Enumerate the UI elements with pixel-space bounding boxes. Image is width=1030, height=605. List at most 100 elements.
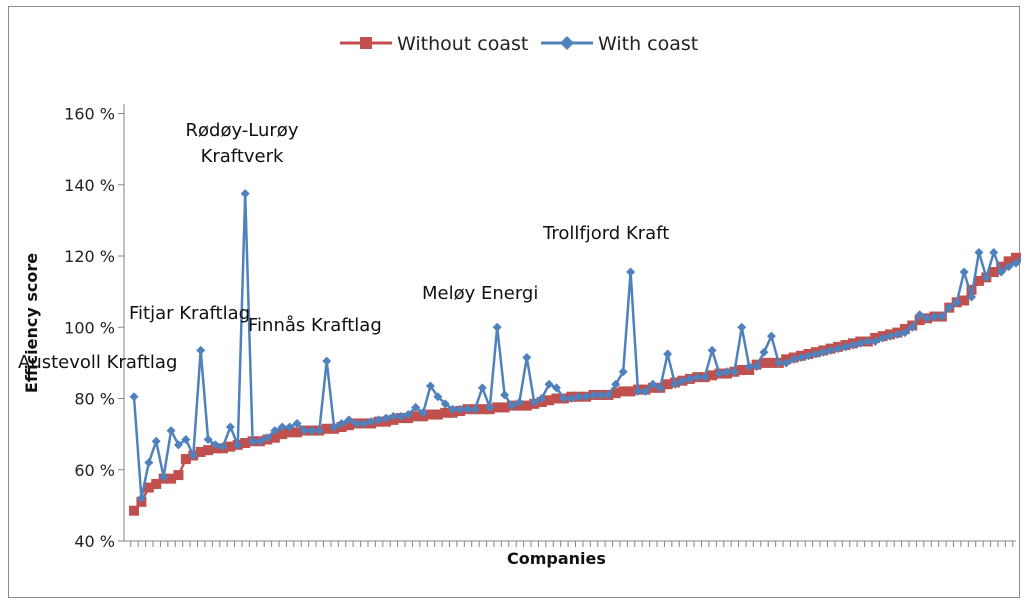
- legend-marker-with-coast: [560, 36, 574, 50]
- data-point: [774, 358, 784, 368]
- data-point: [863, 337, 873, 346]
- data-point: [566, 394, 576, 403]
- annotation-trollfjord-kraft: Trollfjord Kraft: [542, 223, 669, 244]
- data-point: [537, 394, 547, 403]
- data-point: [974, 247, 984, 257]
- data-point: [529, 397, 539, 407]
- data-point: [151, 479, 162, 489]
- data-point: [796, 353, 806, 363]
- data-point: [707, 345, 717, 355]
- data-point: [433, 392, 443, 402]
- data-point: [685, 374, 695, 384]
- data-point: [959, 295, 970, 306]
- data-point: [789, 354, 799, 364]
- data-point: [967, 292, 977, 302]
- data-point: [329, 422, 339, 432]
- data-point: [1004, 262, 1014, 272]
- data-point: [625, 386, 636, 397]
- data-point: [603, 390, 613, 400]
- data-point: [1011, 258, 1021, 268]
- data-point: [944, 303, 954, 313]
- data-point: [915, 310, 925, 320]
- data-point: [343, 420, 354, 431]
- line-chart: Without coast With coast 40 % 60 % 80 % 100…: [18, 33, 1021, 568]
- data-point: [521, 400, 532, 411]
- data-point: [811, 349, 821, 359]
- data-point: [203, 445, 214, 456]
- data-point: [388, 411, 398, 421]
- data-point: [374, 415, 384, 425]
- data-point: [166, 426, 176, 436]
- annotation-austevoll-kraftlag: Austevoll Kraftlag: [18, 352, 177, 373]
- data-point: [440, 399, 450, 409]
- data-point: [766, 331, 776, 341]
- data-point: [144, 458, 154, 468]
- data-point: [218, 442, 228, 452]
- data-point: [544, 395, 555, 406]
- data-point: [900, 328, 910, 338]
- data-point: [403, 410, 413, 420]
- data-point: [159, 472, 169, 482]
- data-point: [781, 358, 791, 368]
- data-point: [255, 436, 265, 446]
- data-point: [1003, 256, 1014, 267]
- data-point: [129, 505, 139, 516]
- y-tick-label: 120 %: [64, 247, 115, 266]
- data-point: [321, 423, 332, 434]
- chart-frame: Without coast With coast 40 % 60 % 80 % 100…: [8, 6, 1021, 598]
- data-point: [492, 322, 502, 332]
- data-point: [262, 433, 272, 443]
- series-line: [133, 256, 1017, 512]
- annotations: Austevoll Kraftlag Fitjar Kraftlag Rødøy…: [18, 120, 669, 373]
- data-point: [841, 342, 851, 352]
- data-point: [878, 333, 888, 343]
- data-point: [670, 379, 680, 389]
- series-without-coast: [129, 252, 1021, 516]
- x-ticks: [130, 541, 1014, 547]
- data-point: [626, 267, 636, 277]
- y-tick-label: 80 %: [74, 390, 115, 409]
- data-point: [181, 434, 191, 444]
- data-point: [892, 329, 902, 339]
- data-point: [381, 413, 391, 423]
- data-point: [233, 440, 243, 450]
- data-point: [366, 417, 376, 427]
- data-point: [988, 267, 999, 278]
- data-point: [973, 275, 984, 286]
- data-point: [188, 451, 198, 460]
- data-point: [470, 404, 480, 414]
- data-point: [463, 404, 473, 414]
- data-point: [269, 432, 280, 443]
- data-point: [914, 315, 925, 326]
- data-point: [292, 418, 302, 428]
- annotation-meloy-energi: Meløy Energi: [422, 283, 538, 304]
- data-point: [803, 351, 813, 361]
- data-point: [729, 367, 739, 377]
- data-point: [507, 401, 517, 411]
- series-with-coast: [129, 189, 1021, 503]
- data-point: [440, 407, 451, 418]
- y-tick-label: 100 %: [64, 318, 115, 337]
- data-point: [581, 392, 591, 402]
- data-point: [173, 440, 183, 450]
- data-point: [322, 356, 332, 366]
- data-point: [589, 390, 599, 400]
- data-point: [166, 473, 177, 484]
- annotation-kraftverk: Kraftverk: [201, 146, 284, 167]
- data-point: [173, 470, 184, 481]
- data-point: [655, 383, 665, 393]
- data-point: [448, 404, 458, 414]
- legend-label-without-coast: Without coast: [397, 33, 528, 55]
- data-point: [240, 438, 251, 449]
- data-point: [737, 322, 747, 332]
- data-point: [952, 297, 962, 307]
- data-point: [180, 454, 191, 465]
- data-point: [559, 394, 569, 403]
- data-point: [351, 418, 361, 428]
- data-point: [574, 392, 584, 402]
- y-tick-label: 60 %: [74, 461, 115, 480]
- axes: [123, 104, 1016, 542]
- legend: Without coast With coast: [340, 33, 698, 55]
- data-point: [485, 402, 495, 412]
- data-point: [411, 402, 421, 412]
